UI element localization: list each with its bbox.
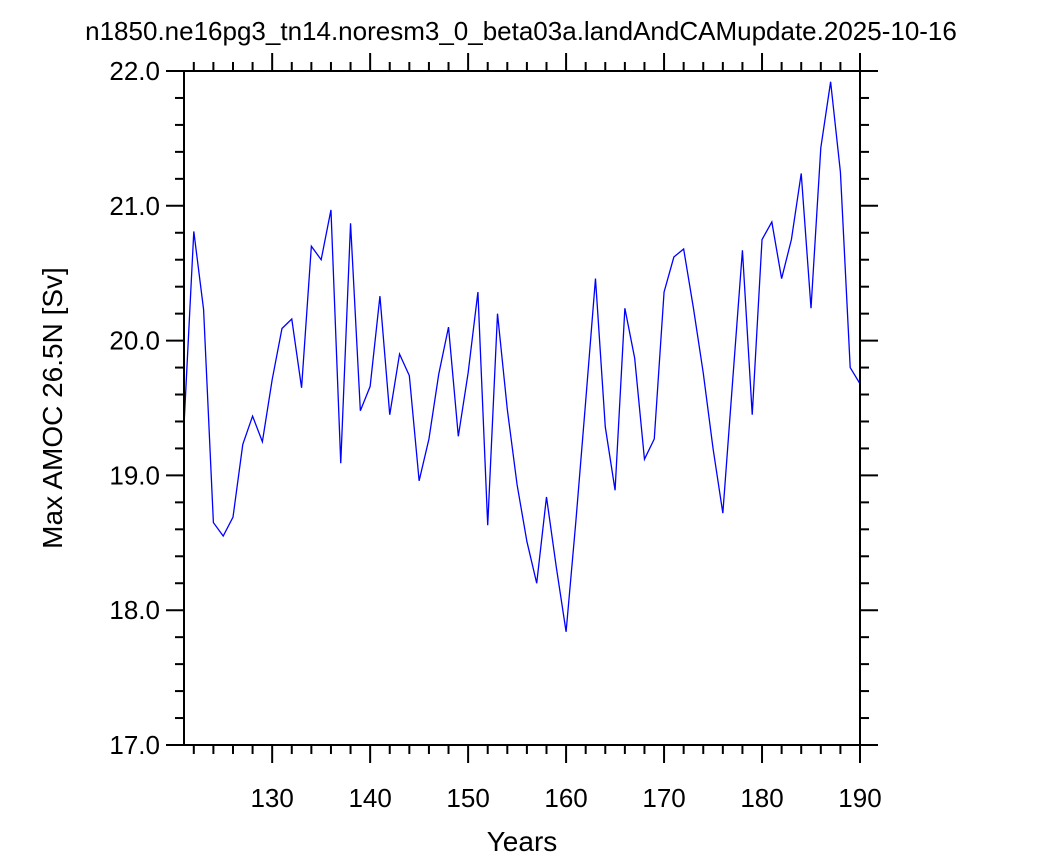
x-tick-label: 180 bbox=[740, 783, 783, 813]
y-tick-label: 22.0 bbox=[109, 56, 160, 86]
amoc-series-line bbox=[183, 81, 861, 632]
x-tick-label: 190 bbox=[838, 783, 881, 813]
y-tick-label: 20.0 bbox=[109, 326, 160, 356]
x-axis-label: Years bbox=[487, 826, 558, 857]
chart-title: n1850.ne16pg3_tn14.noresm3_0_beta03a.lan… bbox=[85, 16, 957, 46]
y-tick-label: 21.0 bbox=[109, 191, 160, 221]
x-tick-label: 160 bbox=[544, 783, 587, 813]
y-tick-label: 17.0 bbox=[109, 730, 160, 760]
y-axis-label: Max AMOC 26.5N [Sv] bbox=[37, 267, 68, 549]
tick-labels: 17.0 18.0 19.0 20.0 21.0 22.0 130 140 150 160 170 1… bbox=[109, 56, 881, 813]
y-tick-label: 18.0 bbox=[109, 595, 160, 625]
x-tick-label: 170 bbox=[642, 783, 685, 813]
y-tick-label: 19.0 bbox=[109, 460, 160, 490]
x-tick-label: 150 bbox=[446, 783, 489, 813]
axis-ticks bbox=[166, 53, 878, 763]
x-tick-label: 130 bbox=[250, 783, 293, 813]
plot-frame bbox=[183, 70, 861, 746]
x-tick-label: 140 bbox=[348, 783, 391, 813]
